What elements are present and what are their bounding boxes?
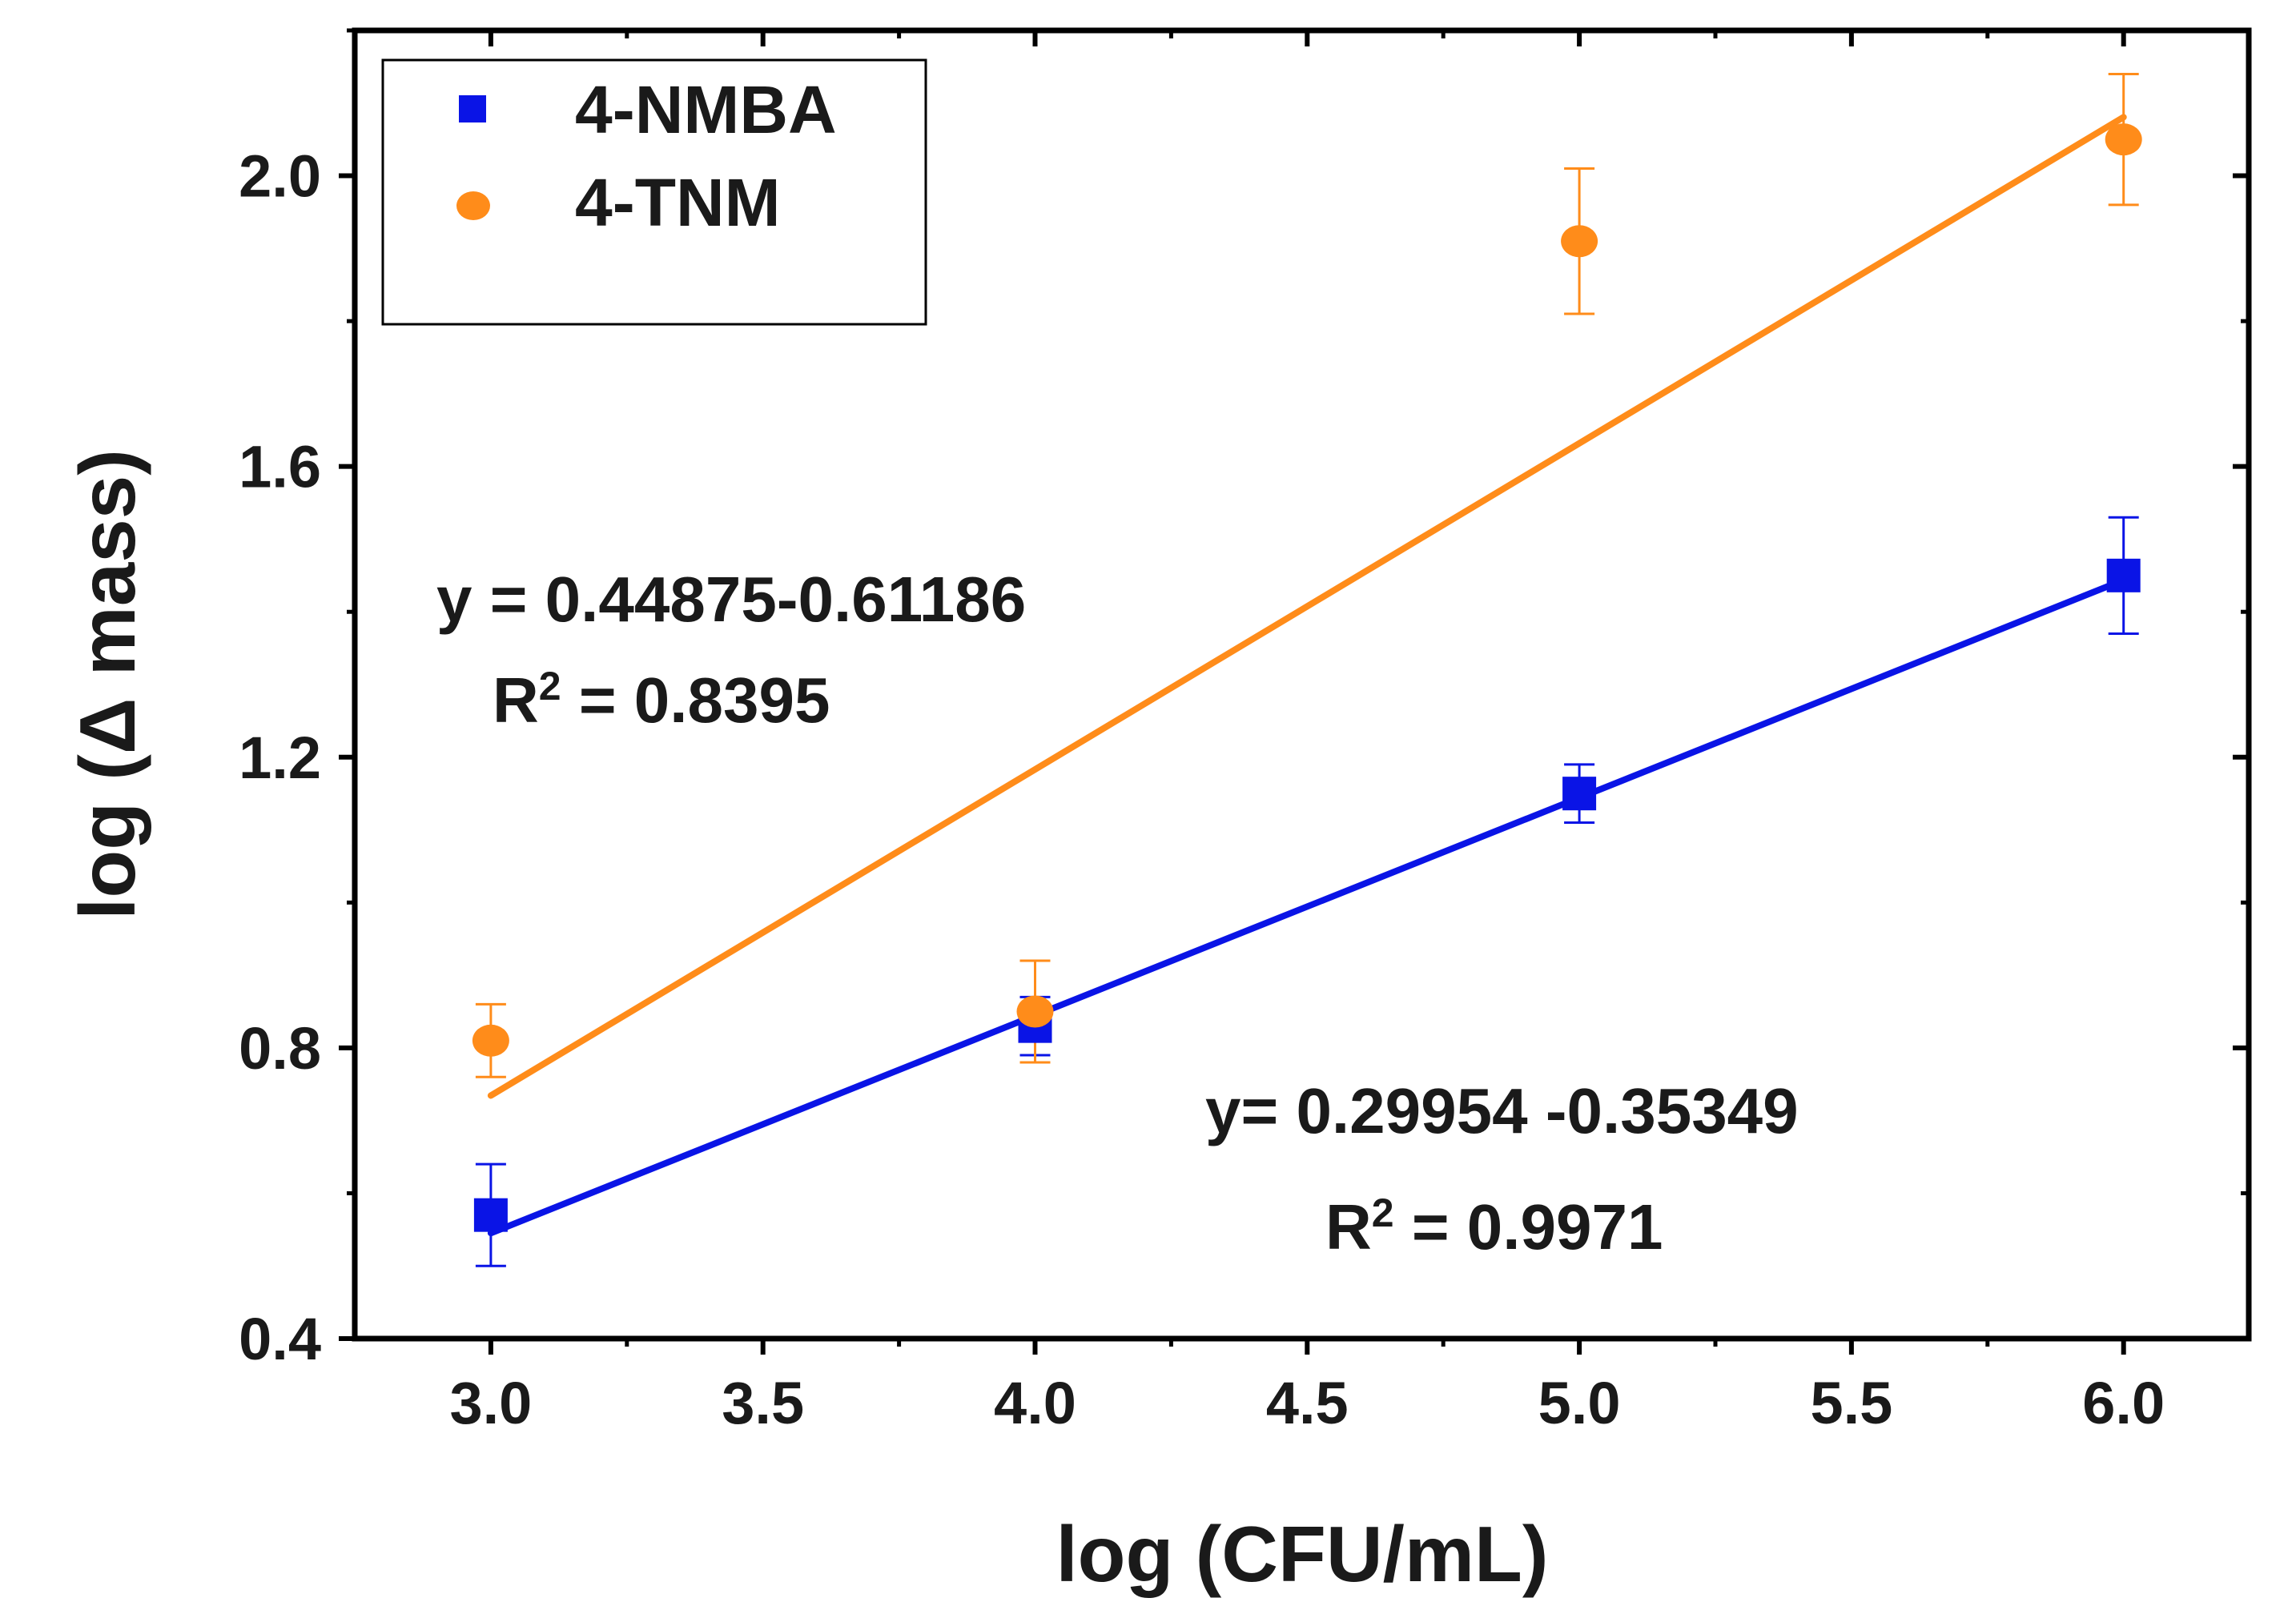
data-points [472,123,2142,1232]
annotation-nmba-equation: y= 0.29954 -0.35349 [1205,1075,1799,1146]
x-tick-label: 3.0 [449,1370,532,1436]
fit-lines [487,114,2127,1237]
y-tick-label: 0.4 [239,1306,321,1372]
annotation-nmba-r2-prefix: R [1325,1191,1372,1263]
data-point-4-nmba [1562,777,1597,811]
annotation-nmba-r2-sup: 2 [1372,1190,1394,1235]
x-tick-label: 6.0 [2082,1370,2165,1436]
annotation-tnm-r2-sup: 2 [539,664,561,709]
x-tick-label: 5.0 [1538,1370,1621,1436]
legend-label-4-nmba: 4-NMBA [575,72,837,147]
x-axis-title: log (CFU/mL) [1056,1510,1548,1598]
legend-marker-4-tnm [456,191,490,220]
legend-label-4-tnm: 4-TNM [575,165,781,240]
annotation-nmba-r2: R2 = 0.9971 [1325,1190,1663,1263]
annotation-nmba-r2-value: = 0.9971 [1394,1191,1663,1263]
x-tick-label: 5.5 [1810,1370,1892,1436]
fit-line-4-tnm [487,114,2127,1099]
y-tick-label: 2.0 [239,143,321,210]
data-point-4-tnm [472,1024,509,1057]
y-tick-label: 0.8 [239,1015,321,1082]
data-point-4-tnm [2105,123,2142,156]
data-point-4-tnm [1561,225,1598,258]
x-tick-label: 4.0 [994,1370,1076,1436]
y-tick-label: 1.2 [239,725,321,791]
fit-line-4-nmba [487,576,2127,1237]
data-point-4-tnm [1016,995,1054,1028]
annotation-tnm-equation: y = 0.44875-0.61186 [436,564,1026,635]
annotation-tnm-r2-prefix: R [493,664,539,736]
y-tick-label: 1.6 [239,434,321,500]
annotation-tnm-r2-value: = 0.8395 [561,664,830,736]
plot-frame [352,27,2252,1342]
annotations: y = 0.44875-0.61186 R2 = 0.8395 y= 0.299… [436,564,1799,1263]
legend-marker-4-nmba [459,95,486,122]
annotation-tnm-r2: R2 = 0.8395 [493,664,830,736]
data-point-4-nmba [473,1198,508,1232]
data-point-4-nmba [2106,558,2141,592]
legend: 4-NMBA 4-TNM [381,58,927,326]
y-axis-title: log (Δ mass) [63,449,151,920]
x-tick-label: 3.5 [722,1370,804,1436]
axis-ticks: 3.0 3.5 4.0 4.5 5.0 5.5 6.0 0.4 0.8 1.2 1.6 2.0 [239,28,2249,1436]
x-tick-label: 4.5 [1266,1370,1349,1436]
